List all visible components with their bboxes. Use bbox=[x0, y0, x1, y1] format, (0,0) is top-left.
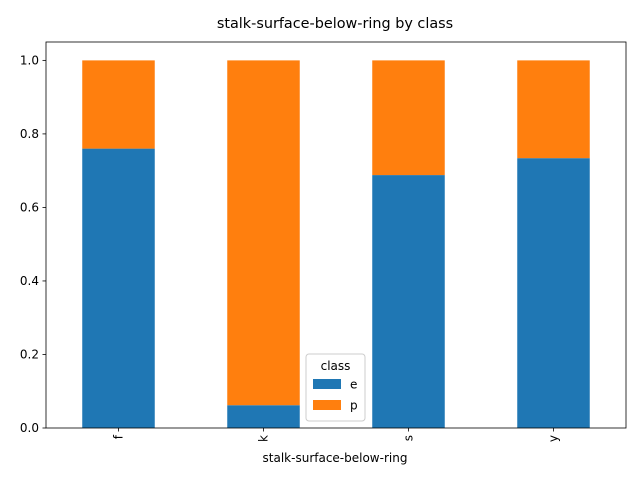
y-tick-label: 0.2 bbox=[20, 348, 39, 362]
legend-label-e: e bbox=[350, 378, 357, 392]
bars-group bbox=[82, 60, 590, 429]
y-tick-label: 0.4 bbox=[20, 274, 39, 288]
bar-k-p bbox=[227, 60, 300, 406]
x-tick-label: s bbox=[402, 435, 416, 441]
bar-y-e bbox=[517, 158, 590, 429]
y-tick-label: 0.8 bbox=[20, 127, 39, 141]
x-tick-label: f bbox=[112, 434, 126, 439]
legend-label-p: p bbox=[350, 399, 358, 413]
y-tick-label: 1.0 bbox=[20, 54, 39, 68]
chart-title: stalk-surface-below-ring by class bbox=[217, 16, 453, 32]
y-tick-label: 0.6 bbox=[20, 201, 39, 215]
legend: class ep bbox=[305, 353, 366, 422]
legend-swatch-e bbox=[313, 379, 341, 389]
x-tick-label: y bbox=[547, 435, 561, 442]
bar-s-p bbox=[372, 60, 445, 176]
bar-s-e bbox=[372, 175, 445, 428]
bar-f-e bbox=[82, 148, 155, 429]
y-axis: 0.0 0.2 0.4 0.6 0.8 1.0 bbox=[20, 54, 46, 435]
y-tick-label: 0.0 bbox=[20, 421, 39, 435]
bar-f-p bbox=[82, 60, 155, 149]
plot-frame bbox=[45, 41, 627, 429]
bar-k-e bbox=[227, 405, 300, 428]
legend-title: class bbox=[321, 359, 351, 373]
x-axis-label: stalk-surface-below-ring bbox=[263, 451, 408, 465]
bar-y-p bbox=[517, 60, 590, 159]
legend-swatch-p bbox=[313, 400, 341, 410]
x-tick-label: k bbox=[257, 435, 271, 442]
